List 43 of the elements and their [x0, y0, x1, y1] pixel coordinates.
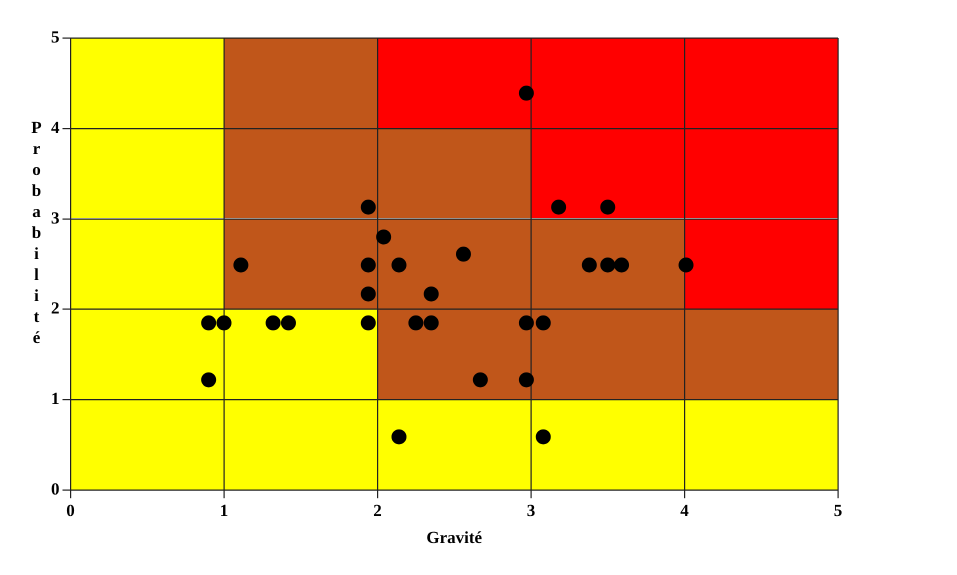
- point: [216, 315, 232, 330]
- point: [472, 372, 488, 388]
- point: [360, 286, 376, 302]
- point: [376, 229, 392, 244]
- x-tick-label: 1: [220, 500, 228, 520]
- y-tick-label: 5: [51, 27, 60, 46]
- point: [408, 315, 424, 330]
- point: [614, 258, 630, 273]
- y-tick-label: 3: [51, 208, 60, 228]
- point: [360, 315, 376, 330]
- point: [536, 429, 551, 444]
- point: [280, 315, 296, 330]
- point: [518, 315, 534, 330]
- point: [536, 315, 551, 330]
- point: [582, 258, 597, 273]
- y-axis-title: Probabilité: [26, 118, 46, 349]
- y-tick-label: 1: [51, 389, 60, 408]
- y-tick-label: 4: [51, 118, 60, 137]
- point: [391, 258, 406, 273]
- x-tick-label: 5: [834, 500, 842, 520]
- point: [518, 86, 534, 101]
- point: [551, 200, 566, 215]
- point: [391, 429, 406, 444]
- point: [360, 258, 376, 273]
- point: [600, 200, 616, 215]
- y-tick-label: 0: [51, 480, 60, 499]
- x-tick-label: 0: [66, 500, 75, 520]
- x-tick-label: 3: [526, 500, 536, 520]
- point: [201, 372, 216, 388]
- x-tick-label: 4: [680, 500, 690, 520]
- point: [424, 315, 439, 330]
- point: [360, 200, 376, 215]
- point: [456, 246, 471, 262]
- point: [424, 286, 439, 302]
- point: [233, 258, 248, 273]
- x-axis-title: Gravité: [426, 528, 483, 548]
- x-tick-label: 2: [373, 500, 382, 520]
- point: [266, 315, 281, 330]
- point: [201, 315, 216, 330]
- point: [518, 372, 534, 388]
- point: [678, 258, 694, 273]
- y-tick-label: 2: [51, 298, 60, 318]
- point: [600, 258, 616, 273]
